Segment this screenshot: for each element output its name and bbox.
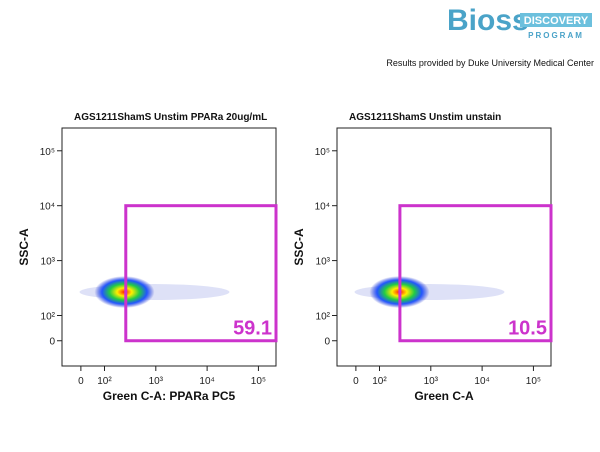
- plot-frame: [336, 127, 552, 367]
- credit: Results provided by Duke University Medi…: [386, 58, 594, 68]
- x-tick-label: 10²: [97, 376, 112, 387]
- gate: [398, 204, 553, 343]
- gate: [124, 204, 278, 343]
- x-tick-label: 10³: [424, 376, 439, 387]
- gate-percent: 10.5: [508, 318, 547, 340]
- y-axis-label: SSC-A: [292, 228, 306, 266]
- x-tick-label: 10⁴: [199, 376, 214, 387]
- y-tick-label: 10³: [41, 257, 56, 268]
- y-tick-label: 10³: [316, 257, 331, 268]
- x-tick-label: 10⁵: [251, 376, 266, 387]
- y-tick-label: 10²: [41, 311, 56, 322]
- x-tick-label: 10³: [149, 376, 164, 387]
- y-tick-label: 10⁵: [315, 147, 330, 158]
- x-tick-label: 0: [353, 376, 359, 387]
- x-tick-label: 10⁵: [526, 376, 541, 387]
- chart-title: AGS1211ShamS Unstim unstain: [349, 112, 501, 123]
- y-tick-label: 10⁴: [315, 202, 330, 213]
- x-tick-label: 10²: [372, 376, 387, 387]
- y-tick-label: 10⁴: [40, 202, 55, 213]
- logo-sub: DISCOVERY: [524, 15, 589, 27]
- x-tick-label: 0: [78, 376, 84, 387]
- y-tick-label: 10²: [316, 311, 331, 322]
- logo-sub: PROGRAM: [528, 31, 584, 40]
- y-tick-label: 0: [324, 337, 330, 348]
- y-tick-label: 10⁵: [40, 147, 55, 158]
- gate-percent: 59.1: [233, 318, 272, 340]
- y-axis-label: SSC-A: [17, 228, 31, 266]
- x-axis-label: Green C-A: PPARa PC5: [103, 389, 236, 403]
- x-tick-label: 10⁴: [474, 376, 489, 387]
- logo-band: [520, 13, 592, 27]
- chart-title: AGS1211ShamS Unstim PPARa 20ug/mL: [74, 112, 267, 123]
- x-axis-label: Green C-A: [414, 389, 474, 403]
- logo: Bioss: [447, 4, 529, 37]
- y-tick-label: 0: [49, 337, 55, 348]
